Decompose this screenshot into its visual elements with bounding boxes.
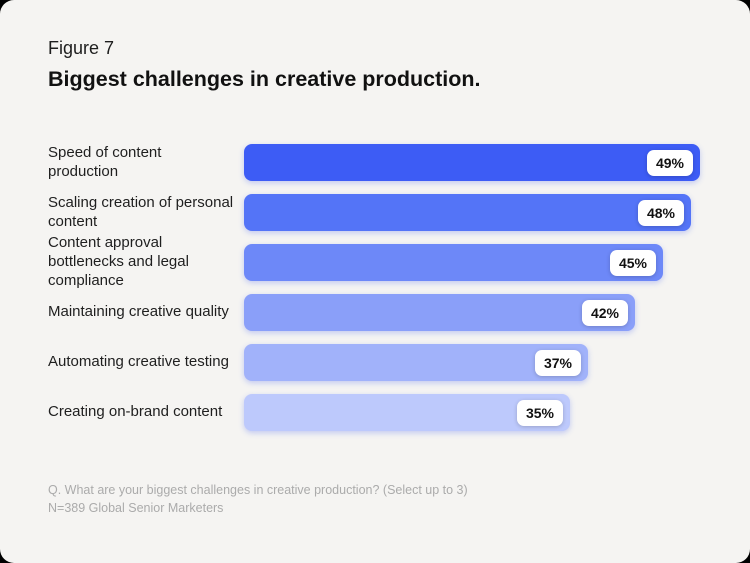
figure-title: Biggest challenges in creative productio… xyxy=(48,67,481,91)
category-label: Automating creative testing xyxy=(48,353,229,371)
chart-row: Creating on-brand content 35% xyxy=(48,394,710,431)
category-label: Content approval bottlenecks and legal c… xyxy=(48,234,189,289)
value-badge: 37% xyxy=(534,349,581,376)
chart-row: Maintaining creative quality 42% xyxy=(48,294,710,331)
bar: 45% xyxy=(244,244,663,281)
bar-chart: Speed of content production 49% Scaling cr… xyxy=(48,144,710,444)
value-badge: 48% xyxy=(637,199,684,226)
footnote-question: Q. What are your biggest challenges in c… xyxy=(48,483,468,497)
value-badge: 49% xyxy=(646,149,693,176)
category-label: Creating on-brand content xyxy=(48,403,223,421)
category-label: Maintaining creative quality xyxy=(48,303,229,321)
figure-label: Figure 7 xyxy=(48,38,115,58)
chart-row: Content approval bottlenecks and legal c… xyxy=(48,234,710,289)
category-label: Scaling creation of personal content xyxy=(48,193,234,230)
footnote: Q. What are your biggest challenges in c… xyxy=(48,481,468,517)
bar: 49% xyxy=(244,144,700,181)
value-badge: 35% xyxy=(516,399,563,426)
value-badge: 42% xyxy=(581,299,628,326)
chart-row: Scaling creation of personal content 48% xyxy=(48,194,710,231)
chart-row: Speed of content production 49% xyxy=(48,144,710,181)
figure-header: Figure 7 Biggest challenges in creative … xyxy=(48,36,481,92)
bar: 37% xyxy=(244,344,588,381)
bar: 42% xyxy=(244,294,635,331)
bar: 35% xyxy=(244,394,570,431)
chart-row: Automating creative testing 37% xyxy=(48,344,710,381)
category-label: Speed of content production xyxy=(48,143,162,180)
footnote-sample-size: N=389 Global Senior Marketers xyxy=(48,501,224,515)
value-badge: 45% xyxy=(609,249,656,276)
bar: 48% xyxy=(244,194,691,231)
